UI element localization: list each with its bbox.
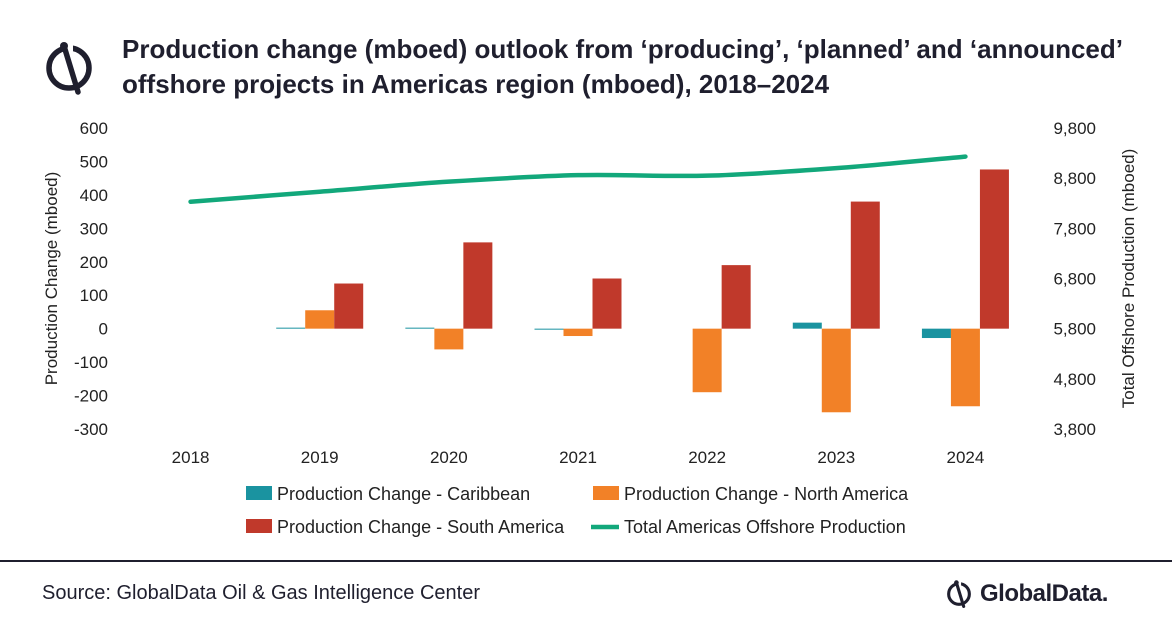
y-tick-label: 400 <box>80 186 108 205</box>
legend-swatch-south-america <box>246 519 272 533</box>
legend-label: Production Change - Caribbean <box>277 484 530 504</box>
bars <box>276 169 1009 413</box>
brand: GlobalData. <box>944 576 1108 612</box>
legend-label: Production Change - North America <box>624 484 909 504</box>
bar-caribbean <box>921 328 951 339</box>
brand-name: GlobalData. <box>980 580 1108 607</box>
bar-south-america <box>592 278 622 329</box>
bar-south-america <box>463 242 493 329</box>
bar-north-america <box>305 310 335 329</box>
bar-north-america <box>950 328 980 407</box>
bar-south-america <box>979 169 1009 329</box>
x-tick-label: 2023 <box>817 448 855 467</box>
y-tick-label: 100 <box>80 286 108 305</box>
axes: 600 500 400 300 200 100 0 -100 -200 -300 9,800 8,80… <box>42 119 1138 467</box>
y2-tick-label: 9,800 <box>1053 119 1096 138</box>
globaldata-logo-icon <box>947 579 971 608</box>
legend-swatch-north-america <box>593 486 619 500</box>
y2-tick-label: 4,800 <box>1053 370 1096 389</box>
y2-tick-label: 7,800 <box>1053 219 1096 238</box>
bar-north-america <box>692 328 722 393</box>
y-tick-label: -200 <box>74 387 108 406</box>
y-tick-label: 500 <box>80 152 108 171</box>
bar-north-america <box>563 328 593 337</box>
bar-south-america <box>721 265 751 329</box>
chart: 600 500 400 300 200 100 0 -100 -200 -300 9,800 8,80… <box>42 119 1138 537</box>
x-tick-label: 2020 <box>430 448 468 467</box>
y-tick-label: -100 <box>74 353 108 372</box>
bar-south-america <box>850 201 880 329</box>
y-tick-label: 600 <box>80 119 108 138</box>
bar-north-america <box>821 328 851 413</box>
x-tick-label: 2021 <box>559 448 597 467</box>
bar-south-america <box>334 283 364 329</box>
y-axis-title: Production Change (mboed) <box>42 172 61 386</box>
bar-caribbean <box>534 328 564 330</box>
x-tick-label: 2018 <box>172 448 210 467</box>
y-tick-label: -300 <box>74 420 108 439</box>
legend: Production Change - Caribbean Production … <box>246 484 909 537</box>
globaldata-logo-icon <box>46 40 92 95</box>
lines <box>188 154 968 204</box>
bar-north-america <box>434 328 464 350</box>
footer-divider <box>0 560 1172 562</box>
bar-caribbean <box>405 327 435 329</box>
legend-swatch-caribbean <box>246 486 272 500</box>
y-tick-label: 300 <box>80 219 108 238</box>
y2-axis-title: Total Offshore Production (mboed) <box>1119 149 1138 409</box>
total-production-line <box>188 154 968 204</box>
y-tick-label: 200 <box>80 253 108 272</box>
bar-caribbean <box>792 322 822 329</box>
x-tick-label: 2022 <box>688 448 726 467</box>
y-tick-label: 0 <box>99 320 108 339</box>
y2-tick-label: 6,800 <box>1053 270 1096 289</box>
y2-tick-label: 5,800 <box>1053 320 1096 339</box>
y2-tick-label: 8,800 <box>1053 169 1096 188</box>
legend-label: Production Change - South America <box>277 517 565 537</box>
chart-title: Production change (mboed) outlook from ‘… <box>122 34 1122 99</box>
y2-tick-label: 3,800 <box>1053 420 1096 439</box>
x-tick-label: 2024 <box>947 448 985 467</box>
source-note: Source: GlobalData Oil & Gas Intelligenc… <box>42 582 480 604</box>
x-tick-label: 2019 <box>301 448 339 467</box>
bar-caribbean <box>276 327 306 329</box>
legend-label: Total Americas Offshore Production <box>624 517 906 537</box>
